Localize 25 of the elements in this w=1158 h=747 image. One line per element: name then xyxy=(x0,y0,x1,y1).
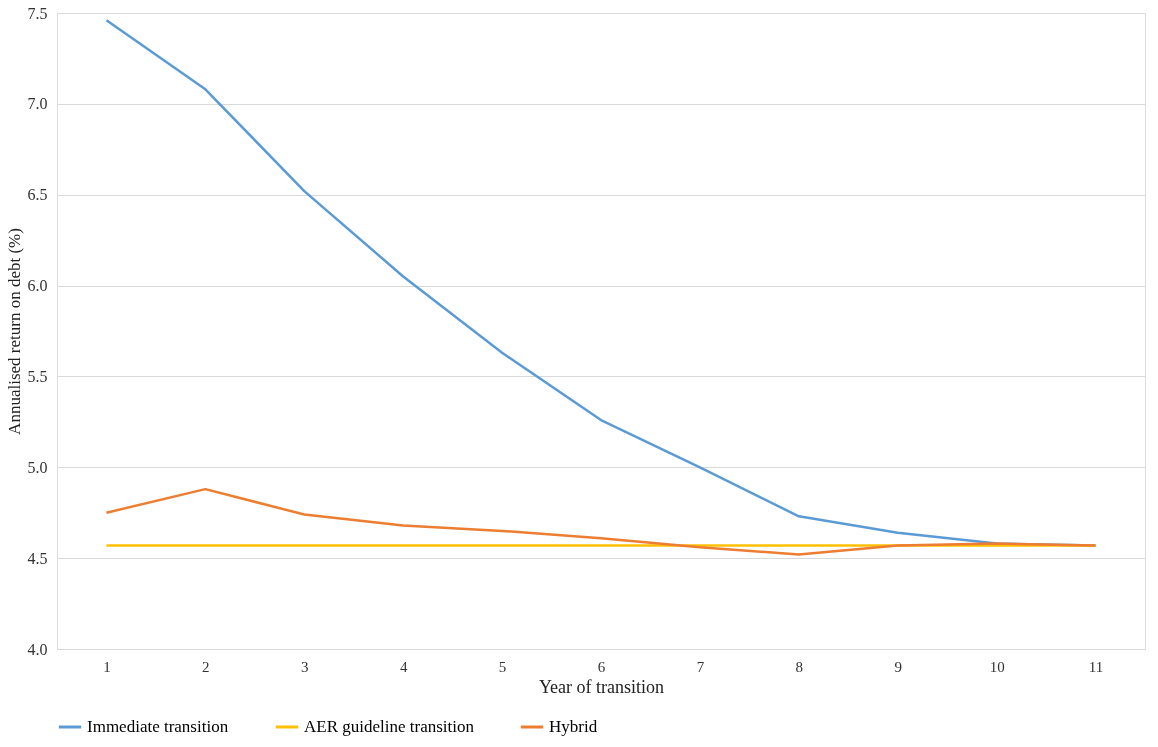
x-tick-label: 3 xyxy=(301,658,309,675)
x-tick-label: 11 xyxy=(1088,658,1104,675)
y-axis-title: Annualised return on debt (%) xyxy=(4,228,24,435)
y-tick-label: 4.5 xyxy=(27,549,48,567)
legend-label: AER guideline transition xyxy=(304,717,475,736)
y-tick-label: 5.0 xyxy=(27,458,48,476)
y-tick-label: 4.0 xyxy=(27,640,48,658)
x-tick-label: 5 xyxy=(498,658,507,675)
y-tick-label: 6.5 xyxy=(27,186,48,204)
line-series xyxy=(105,487,1097,556)
y-tick-label: 6.0 xyxy=(27,277,48,295)
x-tick-label: 4 xyxy=(399,658,408,675)
y-tick-label: 7.5 xyxy=(27,4,48,22)
x-tick-label: 9 xyxy=(894,658,902,675)
x-tick-label: 10 xyxy=(989,658,1005,675)
y-tick-label: 7.0 xyxy=(27,95,48,113)
x-tick-label: 2 xyxy=(202,658,210,675)
x-tick-label: 7 xyxy=(696,658,705,675)
legend-label: Hybrid xyxy=(549,717,598,736)
x-tick-label: 8 xyxy=(795,658,804,675)
x-axis-title: Year of transition xyxy=(538,676,665,697)
x-tick-label: 6 xyxy=(597,658,606,675)
legend-label: Immediate transition xyxy=(87,717,229,736)
x-tick-label: 1 xyxy=(103,658,111,675)
y-tick-label: 5.5 xyxy=(27,367,48,385)
